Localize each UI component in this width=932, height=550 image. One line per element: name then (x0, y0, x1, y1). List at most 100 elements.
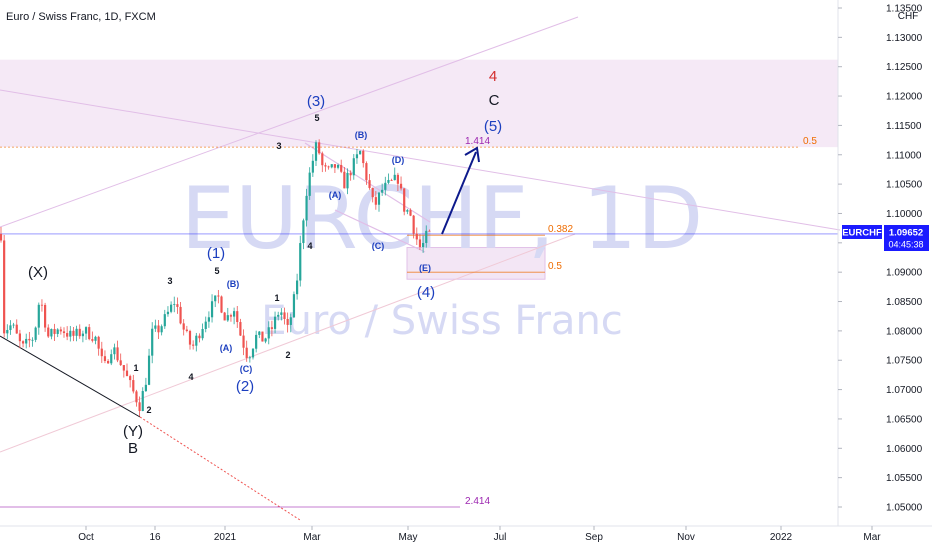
wave-label: (Y) (123, 423, 143, 440)
candle-body (308, 172, 311, 196)
lower-channel-line (0, 233, 576, 453)
candle-body (324, 165, 327, 167)
candle-body (352, 158, 355, 176)
wave-label: 3 (167, 276, 172, 286)
candle-body (176, 304, 179, 307)
wave-label: 2 (146, 405, 151, 415)
target-zone (406, 247, 546, 280)
candle-body (12, 324, 15, 326)
candle-body (314, 142, 318, 161)
candle-body (18, 333, 21, 342)
candle-body (355, 154, 359, 159)
candle-body (280, 312, 283, 315)
y-tick-label: 1.12000 (886, 92, 923, 103)
wave-label: (5) (484, 118, 502, 135)
wave-label: (2) (236, 378, 254, 395)
candle-body (144, 384, 147, 392)
candle-body (349, 172, 352, 176)
candle-body (66, 333, 69, 337)
y-tick-label: 1.05500 (886, 473, 923, 484)
wave-label: (X) (28, 264, 48, 281)
time-axis[interactable]: Oct 16 2021 Mar May Jul Sep Nov 2022 Mar (78, 526, 881, 543)
candle-body (138, 402, 141, 411)
candle-body (179, 306, 182, 324)
candle-body (132, 380, 135, 392)
wave-label: 1 (133, 363, 138, 373)
x-tick-label: Jul (494, 532, 507, 543)
candle-body (157, 325, 160, 333)
candle-body (141, 391, 144, 411)
candle-body (31, 339, 34, 341)
candle-body (21, 341, 25, 344)
candle-body (384, 182, 387, 190)
projection-arrow (441, 146, 480, 235)
candle-body (365, 163, 368, 181)
resistance-zone (0, 59, 838, 148)
candle-body (251, 348, 255, 358)
wave-label: 1 (274, 293, 279, 303)
wave-label: 3 (276, 141, 281, 151)
candle-body (321, 153, 324, 166)
watermark-symbol: EURCHF, 1D (181, 169, 704, 269)
candle-body (283, 312, 286, 319)
price-box (884, 225, 929, 251)
candle-body (381, 189, 384, 193)
descending-trend-line (0, 89, 841, 231)
candle-body (229, 315, 233, 317)
candle-body (160, 326, 163, 333)
wave-label: B (128, 440, 138, 457)
candle-body (214, 295, 217, 302)
wave-label: 4 (307, 241, 312, 251)
y-tick-label: 1.08000 (886, 326, 923, 337)
candle-body (223, 312, 226, 321)
candle-body (396, 174, 399, 184)
candle-body (154, 325, 157, 329)
candle-body (37, 304, 40, 328)
fib-level-label: 0.5 (803, 136, 817, 147)
candle-body (220, 296, 223, 313)
candle-body (110, 354, 113, 364)
candle-body (50, 328, 53, 337)
candle-body (88, 327, 91, 340)
candle-body (270, 327, 273, 329)
wave-label: 5 (314, 113, 319, 123)
symbol-tag-bg (842, 225, 882, 239)
candle-body (147, 355, 151, 385)
candle-body (116, 347, 119, 361)
x-tick-label: Sep (585, 532, 603, 543)
candle-body (201, 328, 204, 339)
y-tick-label: 1.05000 (886, 503, 923, 514)
candle-body (53, 328, 56, 334)
candle-body (292, 294, 296, 318)
y-tick-label: 1.06000 (886, 444, 923, 455)
fib-level-label: 2.414 (465, 496, 490, 507)
fib-level-label: 0.382 (548, 224, 573, 235)
candle-body (258, 331, 261, 335)
candle-body (75, 328, 78, 336)
wave-labels: (X) (Y)B 1 2 3 4 5 (1) (A) (B) (C) (2) 1 2 3 4 5 (3) (A) (B… (28, 68, 502, 457)
candle-body (393, 174, 396, 181)
candle-body (330, 164, 333, 168)
y-tick-label: 1.10500 (886, 180, 923, 191)
candle-body (125, 370, 129, 377)
candle-body (299, 243, 302, 281)
candle-body (248, 357, 251, 359)
wave-label: (4) (417, 284, 435, 301)
fib-level-label: 1.414 (465, 136, 490, 147)
candle-body (103, 356, 107, 361)
wave-label: (C) (240, 364, 253, 374)
candle-body (277, 314, 280, 317)
candle-body (305, 195, 308, 221)
candle-body (362, 150, 365, 164)
candle-body (166, 311, 170, 315)
x-tick-label: Nov (677, 532, 695, 543)
y-tick-label: 1.06500 (886, 414, 923, 425)
candle-body (371, 187, 374, 198)
candle-body (415, 233, 418, 240)
fib-level-label: 0.5 (548, 261, 562, 272)
candle-body (9, 325, 12, 330)
candle-body (343, 171, 346, 189)
candle-body (100, 348, 103, 357)
candle-body (185, 329, 188, 331)
